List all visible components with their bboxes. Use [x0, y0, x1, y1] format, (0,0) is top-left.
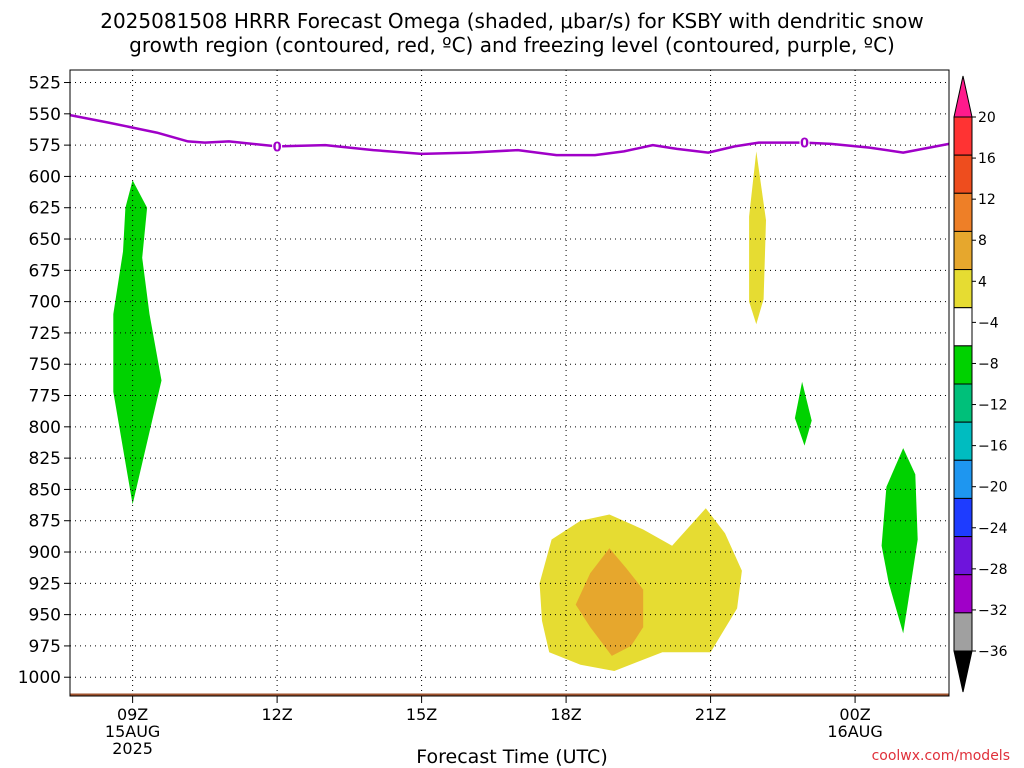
y-tick-label-800: 800	[29, 418, 61, 438]
colorbar-label-12: −32	[978, 603, 1008, 619]
surface-ground	[70, 693, 949, 696]
colorbar-label-3: 8	[978, 233, 987, 249]
y-tick-label-750: 750	[29, 355, 61, 375]
y-tick-label-600: 600	[29, 167, 61, 187]
colorbar: 20 16 12 8 4 −4 −8 −12 −16 −20 −24 −28 −32 −36	[953, 75, 1008, 693]
y-tick-label-775: 775	[29, 387, 61, 407]
colorbar-label-5: −4	[978, 315, 999, 331]
x-tick-label-1-0: 12Z	[261, 705, 292, 724]
x-tick-label-4-0: 21Z	[695, 705, 726, 724]
y-tick-label-975: 975	[29, 637, 61, 657]
colorbar-bottom-arrow	[953, 650, 973, 693]
colorbar-band-6	[953, 307, 973, 347]
y-tick-label-875: 875	[29, 512, 61, 532]
omega-region-5	[575, 548, 644, 656]
colorbar-label-11: −28	[978, 562, 1008, 578]
freezing-label-1: 0	[800, 137, 809, 152]
y-tick-label-625: 625	[29, 199, 61, 219]
x-tick-label-0-1: 15AUG	[105, 722, 160, 741]
colorbar-band-2	[953, 154, 973, 194]
colorbar-band-13	[953, 574, 973, 614]
y-tick-label-700: 700	[29, 293, 61, 313]
freezing-label-bg-0	[272, 138, 283, 155]
colorbar-band-11	[953, 497, 973, 538]
y-tick-label-550: 550	[29, 105, 61, 125]
omega-region-0	[113, 180, 162, 505]
colorbar-band-3	[953, 192, 973, 232]
x-tick-label-0-2: 2025	[112, 739, 153, 758]
colorbar-label-4: 4	[978, 274, 987, 290]
y-tick-label-825: 825	[29, 449, 61, 469]
colorbar-label-1: 16	[978, 151, 996, 167]
x-tick-label-3-0: 18Z	[550, 705, 581, 724]
omega-region-3	[749, 151, 766, 325]
y-tick-label-675: 675	[29, 261, 61, 281]
colorbar-band-4	[953, 230, 973, 271]
colorbar-label-10: −24	[978, 521, 1008, 537]
y-tick-label-1000: 1000	[18, 668, 61, 688]
colorbar-label-6: −8	[978, 356, 999, 372]
colorbar-label-2: 12	[978, 192, 996, 208]
y-tick-label-925: 925	[29, 574, 61, 594]
colorbar-top-arrow	[953, 75, 973, 118]
colorbar-band-1	[953, 116, 973, 156]
y-tick-label-950: 950	[29, 606, 61, 626]
y-tick-label-725: 725	[29, 324, 61, 344]
x-tick-label-0-0: 09Z	[117, 705, 148, 724]
y-tick-label-650: 650	[29, 230, 61, 250]
colorbar-band-5	[953, 269, 973, 309]
colorbar-label-9: −20	[978, 480, 1008, 496]
colorbar-label-0: 20	[978, 110, 996, 126]
colorbar-band-7	[953, 345, 973, 385]
x-axis-label: Forecast Time (UTC)	[416, 746, 608, 768]
colorbar-band-12	[953, 536, 973, 576]
y-tick-label-525: 525	[29, 74, 61, 94]
colorbar-label-7: −12	[978, 398, 1008, 414]
colorbar-band-8	[953, 383, 973, 423]
chart-title-line-2: growth region (contoured, red, ºC) and f…	[129, 33, 895, 57]
y-tick-label-900: 900	[29, 543, 61, 563]
x-tick-label-2-0: 15Z	[406, 705, 437, 724]
y-tick-label-850: 850	[29, 480, 61, 500]
x-tick-label-5-1: 16AUG	[827, 722, 882, 741]
x-tick-label-5-0: 00Z	[839, 705, 870, 724]
plot-frame	[69, 69, 950, 697]
colorbar-band-10	[953, 459, 973, 499]
omega-region-2	[881, 448, 918, 634]
freezing-label-0: 0	[273, 140, 282, 155]
omega-region-1	[794, 381, 812, 446]
colorbar-band-9	[953, 421, 973, 461]
grid-lines	[70, 70, 949, 696]
colorbar-label-13: −36	[978, 644, 1008, 660]
omega-shading	[113, 151, 918, 671]
freezing-level-line	[69, 113, 950, 157]
colorbar-label-8: −16	[978, 439, 1008, 455]
y-axis: 525 550 575 600 625 650 675 700 725 750 775 800 825 8…	[18, 74, 70, 688]
y-tick-label-575: 575	[29, 136, 61, 156]
site-credit: coolwx.com/models	[871, 748, 1010, 764]
freezing-label-bg-1	[799, 134, 810, 151]
chart-title-line-1: 2025081508 HRRR Forecast Omega (shaded, …	[100, 9, 924, 33]
surface-band	[70, 693, 949, 696]
colorbar-band-14	[953, 612, 973, 652]
